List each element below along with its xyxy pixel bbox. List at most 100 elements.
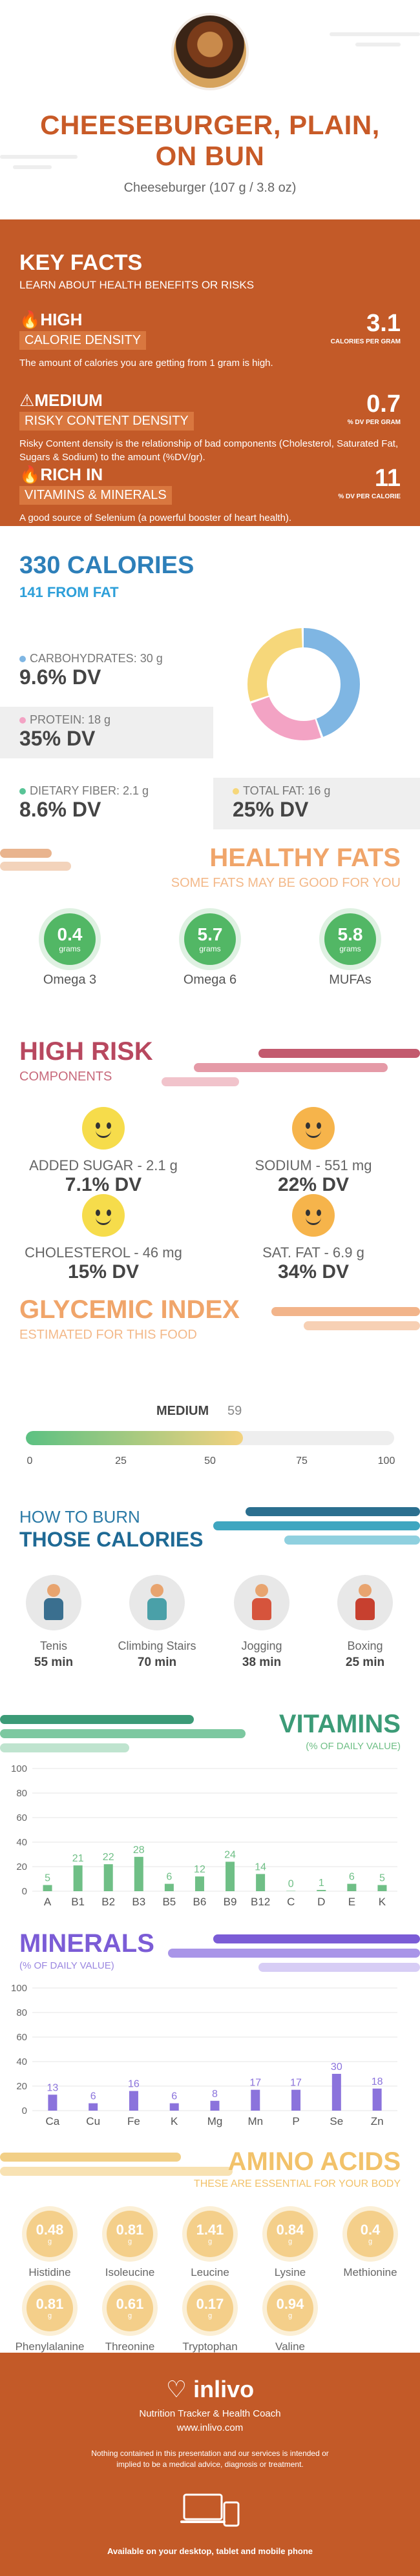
decor-stripe bbox=[0, 2167, 233, 2176]
key-facts-title: KEY FACTS bbox=[19, 250, 143, 275]
y-tick-label: 60 bbox=[16, 2032, 27, 2043]
fat-unit: grams bbox=[339, 944, 361, 953]
footer: ♡ inlivo Nutrition Tracker & Health Coac… bbox=[0, 2353, 420, 2576]
flame-icon: 🔥 bbox=[19, 310, 41, 329]
key-facts-subtitle: LEARN ABOUT HEALTH BENEFITS OR RISKS bbox=[19, 279, 255, 291]
mineral-bar-Mn bbox=[251, 2089, 260, 2111]
decor-stripe bbox=[284, 1536, 420, 1545]
activity-time: 55 min bbox=[34, 1656, 74, 1669]
nutrient-dv: 8.6% DV bbox=[19, 798, 101, 821]
vitamin-bar-A bbox=[43, 1885, 52, 1891]
fat-value: 5.8 bbox=[337, 924, 363, 944]
burn-title-2: THOSE CALORIES bbox=[19, 1528, 204, 1551]
nutrient-label: CARBOHYDRATES: 30 g bbox=[30, 652, 163, 665]
vitamin-value-label: 14 bbox=[255, 1861, 266, 1872]
amino-leucine: 1.41 g Leucine bbox=[174, 2211, 246, 2279]
smiley-icon bbox=[292, 1107, 335, 1150]
title-line-1: CHEESEBURGER, PLAIN, bbox=[40, 110, 380, 140]
mineral-value-label: 6 bbox=[90, 2091, 96, 2102]
website-link[interactable]: www.inlivo.com bbox=[176, 2422, 244, 2433]
decor-stripe bbox=[271, 1307, 420, 1316]
vitamin-category-label: B6 bbox=[193, 1896, 207, 1908]
legend-dot bbox=[19, 717, 26, 724]
fat-omega-6: 5.7 grams Omega 6 bbox=[179, 913, 241, 988]
healthy-fats-subtitle: SOME FATS MAY BE GOOD FOR YOU bbox=[171, 876, 401, 890]
amino-name: Valine bbox=[275, 2340, 305, 2353]
fat-value: 5.7 bbox=[197, 924, 223, 944]
decor-stripe bbox=[258, 1049, 420, 1058]
donut-slice-fat bbox=[247, 628, 360, 740]
smiley-icon bbox=[82, 1194, 125, 1237]
gi-tick: 25 bbox=[115, 1455, 127, 1466]
fat-unit: grams bbox=[199, 944, 221, 953]
fact-unit: % DV PER GRAM bbox=[347, 419, 401, 426]
devices-icon bbox=[180, 2493, 240, 2527]
amino-circle: 0.4 g bbox=[347, 2211, 394, 2257]
mineral-category-label: Mg bbox=[207, 2115, 223, 2127]
nutrient-dv: 35% DV bbox=[19, 727, 96, 750]
jogging-icon bbox=[234, 1575, 289, 1630]
decor-stripe bbox=[162, 1077, 239, 1086]
mineral-category-label: Ca bbox=[46, 2115, 60, 2127]
amino-unit: g bbox=[127, 2238, 132, 2246]
nutrient-label: TOTAL FAT: 16 g bbox=[243, 784, 331, 797]
vitamin-value-label: 6 bbox=[349, 1872, 355, 1883]
gi-level: MEDIUM bbox=[156, 1404, 209, 1418]
vitamin-category-label: B2 bbox=[101, 1896, 115, 1908]
y-tick-label: 60 bbox=[16, 1812, 27, 1823]
smiley-icon bbox=[292, 1194, 335, 1237]
mineral-value-label: 17 bbox=[290, 2078, 302, 2089]
nutrient-dv: 9.6% DV bbox=[19, 665, 101, 689]
healthy-fats-title: HEALTHY FATS bbox=[209, 844, 401, 872]
gi-tick: 100 bbox=[377, 1455, 395, 1466]
vitamin-value-label: 5 bbox=[379, 1873, 385, 1884]
y-tick-label: 20 bbox=[16, 1861, 27, 1872]
amino-value: 0.61 bbox=[116, 2296, 144, 2312]
mineral-value-label: 13 bbox=[47, 2082, 58, 2093]
brand-tagline: Nutrition Tracker & Health Coach bbox=[139, 2408, 281, 2419]
fact-value: 0.7 bbox=[366, 390, 401, 418]
amino-circle: 0.17 g bbox=[187, 2285, 233, 2331]
vitamin-category-label: D bbox=[317, 1896, 325, 1908]
decor-stripe bbox=[0, 2153, 181, 2162]
minerals-bar-chart: 100 80 60 40 20 0 13 Ca 6 Cu 16 Fe 6 K 8 Mg 17 Mn 17 P 30 Se 1… bbox=[11, 1983, 397, 2127]
page-title: CHEESEBURGER, PLAIN, ON BUN bbox=[0, 110, 420, 172]
calories-title: 330 CALORIES bbox=[19, 552, 194, 579]
fact-level: RICH IN bbox=[40, 465, 103, 484]
risk-label: SODIUM - 551 mg bbox=[255, 1157, 372, 1173]
heart-icon: ♡ bbox=[165, 2376, 187, 2402]
vitamin-value-label: 5 bbox=[45, 1873, 50, 1884]
decor-line bbox=[0, 155, 78, 159]
vitamin-bar-B9 bbox=[226, 1861, 235, 1891]
decor-stripe bbox=[304, 1321, 420, 1330]
donut-slice-carbs bbox=[247, 628, 360, 740]
amino-value: 1.41 bbox=[196, 2222, 224, 2238]
mineral-value-label: 17 bbox=[249, 2078, 261, 2089]
mineral-bar-Mg bbox=[210, 2100, 220, 2111]
nutrient-label: DIETARY FIBER: 2.1 g bbox=[30, 784, 149, 797]
amino-name: Leucine bbox=[191, 2266, 229, 2278]
gi-bar bbox=[26, 1431, 394, 1445]
vitamin-category-label: B12 bbox=[251, 1896, 270, 1908]
amino-unit: g bbox=[207, 2312, 213, 2320]
food-photo bbox=[171, 13, 249, 90]
amino-name: Lysine bbox=[274, 2266, 306, 2278]
amino-value: 0.48 bbox=[36, 2222, 64, 2238]
risk-label: ADDED SUGAR - 2.1 g bbox=[29, 1157, 178, 1173]
y-tick-label: 80 bbox=[16, 1788, 27, 1799]
fat-name: MUFAs bbox=[329, 973, 372, 987]
decor-stripe bbox=[213, 1521, 420, 1530]
amino-name: Threonine bbox=[105, 2340, 155, 2353]
amino-histidine: 0.48 g Histidine bbox=[14, 2211, 85, 2279]
activity-name: Boxing bbox=[347, 1639, 383, 1652]
warning-icon: ⚠ bbox=[19, 390, 35, 410]
fact-band: CALORIE DENSITY bbox=[19, 331, 147, 350]
minerals-title: MINERALS bbox=[19, 1929, 154, 1958]
vitamin-bar-D bbox=[317, 1890, 326, 1891]
y-tick-label: 40 bbox=[16, 1837, 27, 1848]
amino-unit: g bbox=[127, 2312, 132, 2320]
fact-risky-content: ⚠MEDIUM RISKY CONTENT DENSITY 0.7 % DV P… bbox=[19, 390, 401, 464]
brand-logo: ♡ inlivo bbox=[0, 2376, 420, 2403]
vitamin-bar-B3 bbox=[134, 1856, 143, 1891]
